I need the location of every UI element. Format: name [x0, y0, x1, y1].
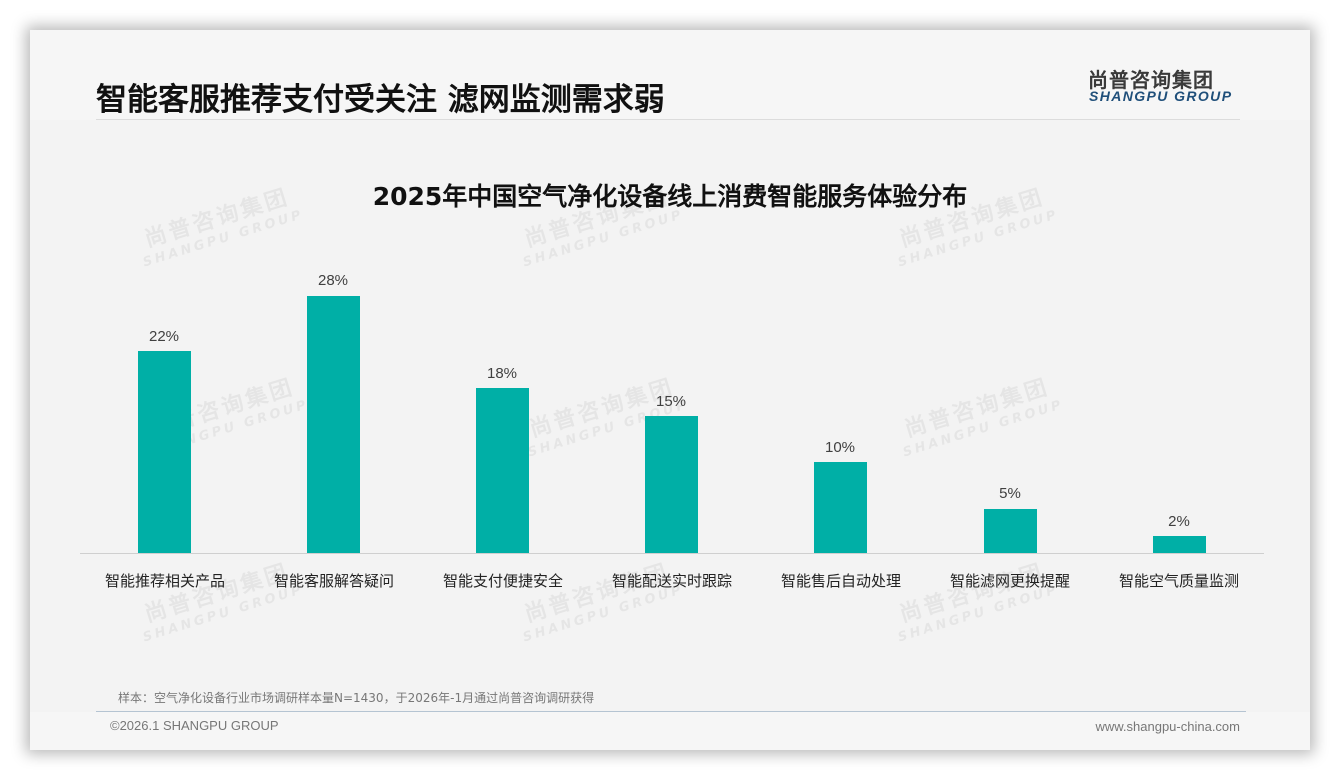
- category-label: 智能滤网更换提醒: [949, 572, 1070, 590]
- footer-band: [30, 712, 1310, 750]
- bar-value-label: 22%: [148, 328, 180, 345]
- bar-5: [984, 509, 1037, 553]
- bar-value-label: 28%: [317, 272, 349, 289]
- bar-value-label: 15%: [655, 393, 687, 410]
- watermark: 尚普咨询集团 SHANGPU GROUP: [141, 559, 306, 646]
- bar-1: [307, 296, 360, 553]
- header-divider: [96, 119, 1240, 120]
- bar-3: [645, 416, 698, 553]
- slide: 智能客服推荐支付受关注 滤网监测需求弱 尚普咨询集团 SHANGPU GROUP…: [30, 30, 1310, 750]
- watermark: 尚普咨询集团 SHANGPU GROUP: [521, 559, 686, 646]
- header-band: [30, 30, 1310, 120]
- bar-value-label: 2%: [1168, 513, 1190, 530]
- x-axis-line: [80, 553, 1264, 554]
- chart-title: 2025年中国空气净化设备线上消费智能服务体验分布: [372, 182, 968, 211]
- bar-value-label: 5%: [999, 485, 1021, 502]
- website-link: www.shangpu-china.com: [1095, 719, 1240, 734]
- bar-2: [476, 388, 529, 553]
- bar-0: [138, 351, 191, 553]
- bar-value-label: 10%: [824, 439, 856, 456]
- category-label: 智能客服解答疑问: [273, 572, 394, 590]
- logo-english: SHANGPU GROUP: [1089, 88, 1233, 104]
- page-title: 智能客服推荐支付受关注 滤网监测需求弱: [96, 82, 665, 118]
- footer-divider: [96, 711, 1246, 712]
- copyright: ©2026.1 SHANGPU GROUP: [110, 718, 279, 733]
- bar-value-label: 18%: [486, 365, 518, 382]
- category-label: 智能推荐相关产品: [104, 572, 225, 590]
- bar-6: [1153, 536, 1206, 553]
- category-label: 智能支付便捷安全: [442, 572, 563, 590]
- bar-4: [814, 462, 867, 553]
- logo-chinese: 尚普咨询集团: [1088, 68, 1214, 92]
- category-label: 智能配送实时跟踪: [611, 572, 732, 590]
- sample-note: 样本：空气净化设备行业市场调研样本量N=1430，于2026年-1月通过尚普咨询…: [118, 691, 595, 705]
- watermark: 尚普咨询集团 SHANGPU GROUP: [896, 559, 1061, 646]
- category-label: 智能售后自动处理: [780, 572, 901, 590]
- watermark: 尚普咨询集团 SHANGPU GROUP: [901, 374, 1066, 461]
- category-label: 智能空气质量监测: [1118, 572, 1239, 590]
